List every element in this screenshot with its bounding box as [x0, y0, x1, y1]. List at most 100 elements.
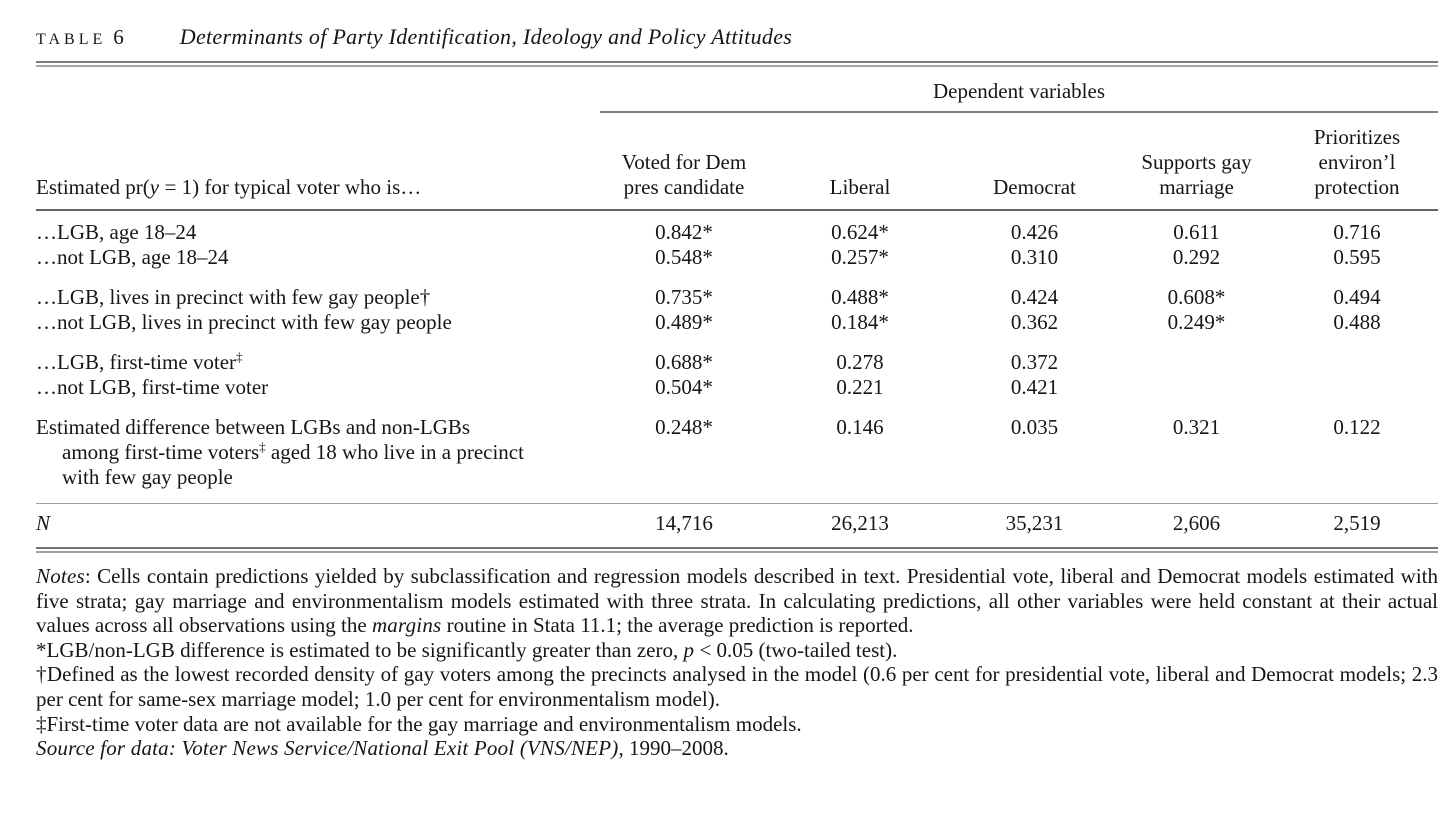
cell-value: 0.372	[1010, 350, 1059, 374]
text-segment: margins	[371, 613, 442, 638]
spanner-row: Dependent variables	[36, 67, 1438, 113]
text-segment: …LGB, age 18–24	[36, 220, 197, 244]
text-segment: Notes	[36, 564, 85, 588]
table-row: …LGB, first-time voter‡ 0.688* 0.278 0.372	[36, 350, 1438, 375]
cell-value: 0.321	[1172, 415, 1221, 439]
cell-value: 0.310	[1010, 245, 1059, 269]
n-cell-value: 2,606	[1172, 511, 1221, 535]
column-header: Liberal	[829, 175, 891, 199]
column-header: Supports gay marriage	[1141, 150, 1252, 199]
cell-value: 0.249*	[1167, 310, 1226, 334]
cell-value: 0.146	[836, 415, 884, 439]
table-caption: TABLE 6 Determinants of Party Identifica…	[36, 24, 1438, 50]
text-segment: …LGB, first-time voter	[36, 350, 237, 374]
table-number: 6	[113, 25, 124, 49]
cell-value: 0.611	[1173, 220, 1220, 244]
cell-value: 0.488*	[831, 285, 889, 309]
cell-value: 0.595	[1333, 245, 1381, 269]
text-segment: …not LGB, first-time voter	[36, 375, 269, 399]
text-segment: , 1990–2008.	[618, 736, 729, 761]
cell-value: 0.221	[836, 375, 884, 399]
text-segment: y	[149, 175, 160, 199]
table-row: …LGB, age 18–24 0.842* 0.624* 0.426 0.611 0.7…	[36, 220, 1438, 245]
n-cell-value: 14,716	[655, 511, 713, 535]
title-separator-rule	[36, 61, 1438, 67]
cell-value: 0.608*	[1167, 285, 1226, 309]
cell-value: 0.257*	[831, 245, 889, 269]
text-segment: : Cells contain predictions yielded by s…	[36, 564, 1438, 638]
note-paragraph: *LGB/non-LGB difference is estimated to …	[36, 638, 1438, 663]
table-row: …not LGB, lives in precinct with few gay…	[36, 310, 1438, 335]
cell-value: 0.548*	[655, 245, 713, 269]
text-segment: Estimated difference between LGBs and no…	[36, 415, 471, 464]
row-label: …LGB, lives in precinct with few gay peo…	[36, 285, 600, 310]
text-segment: ‡First-time voter data are not available…	[36, 711, 802, 736]
cell-value: 0.421	[1010, 375, 1059, 399]
text-segment: …not LGB, lives in precinct with few gay…	[36, 310, 452, 334]
column-header: Voted for Dem pres candidate	[621, 150, 747, 199]
column-header: Prioritizes environ’l protection	[1313, 125, 1401, 199]
cell-value: 0.362	[1010, 310, 1059, 334]
cell-value: 0.122	[1333, 415, 1381, 439]
cell-value: 0.489*	[655, 310, 713, 334]
text-segment: aged 18 who live in a precinct with few …	[62, 440, 524, 489]
table-row: Estimated difference between LGBs and no…	[36, 415, 1438, 490]
n-row-label: N	[36, 511, 600, 536]
text-segment: < 0.05 (two-tailed test).	[694, 637, 898, 662]
note-paragraph: †Defined as the lowest recorded density …	[36, 662, 1438, 711]
table-row: …LGB, lives in precinct with few gay peo…	[36, 285, 1438, 310]
cell-value: 0.488	[1333, 310, 1381, 334]
row-label: …not LGB, lives in precinct with few gay…	[36, 310, 600, 335]
note-paragraph: Notes: Cells contain predictions yielded…	[36, 564, 1438, 638]
table-row: …not LGB, age 18–24 0.548* 0.257* 0.310 0.29…	[36, 245, 1438, 270]
cell-value: 0.424	[1010, 285, 1059, 309]
cell-value: 0.278	[836, 350, 884, 374]
table-row: …not LGB, first-time voter 0.504* 0.221 0.4…	[36, 375, 1438, 400]
text-segment: *LGB/non-LGB difference is estimated to …	[36, 637, 684, 662]
text-segment: …LGB, lives in precinct with few gay peo…	[36, 285, 431, 309]
cell-value: 0.292	[1172, 245, 1221, 269]
text-segment: = 1) for typical voter who is…	[159, 175, 422, 199]
column-header-row: Estimated pr(y = 1) for typical voter wh…	[36, 113, 1438, 211]
n-cell-value: 35,231	[1005, 511, 1064, 535]
n-cell-value: 2,519	[1333, 511, 1381, 535]
cell-value: 0.035	[1010, 415, 1059, 439]
n-cell-value: 26,213	[831, 511, 889, 535]
text-segment: Source for data: Voter News Service/Nati…	[36, 736, 619, 761]
text-segment: …not LGB, age 18–24	[36, 245, 229, 269]
cell-value: 0.184*	[831, 310, 889, 334]
note-paragraph: ‡First-time voter data are not available…	[36, 712, 1438, 737]
text-segment: Estimated pr(	[36, 175, 150, 199]
cell-value: 0.735*	[655, 285, 713, 309]
text-segment: N	[36, 511, 51, 535]
table-label: TABLE	[36, 31, 107, 48]
table-bottom-rule	[36, 547, 1438, 553]
n-row: N 14,716 26,213 35,231 2,606 2,519	[36, 503, 1438, 547]
table-notes: Notes: Cells contain predictions yielded…	[36, 564, 1438, 761]
text-segment: routine in Stata 11.1; the average predi…	[441, 613, 914, 638]
row-label: …not LGB, first-time voter	[36, 375, 600, 400]
cell-value: 0.624*	[831, 220, 889, 244]
footnote-marker: ‡	[236, 349, 243, 364]
footnote-marker: ‡	[259, 439, 266, 454]
cell-value: 0.688*	[655, 350, 713, 374]
row-label: Estimated difference between LGBs and no…	[36, 415, 600, 490]
cell-value: 0.842*	[655, 220, 713, 244]
row-label: …not LGB, age 18–24	[36, 245, 600, 270]
dependent-variables-spanner: Dependent variables	[600, 67, 1438, 113]
table-body: …LGB, age 18–24 0.842* 0.624* 0.426 0.611 0.7…	[36, 211, 1438, 503]
cell-value: 0.426	[1010, 220, 1059, 244]
text-segment: p	[683, 637, 695, 662]
cell-value: 0.504*	[655, 375, 713, 399]
row-label: …LGB, first-time voter‡	[36, 350, 600, 375]
cell-value: 0.716	[1333, 220, 1381, 244]
stub-header: Estimated pr(y = 1) for typical voter wh…	[36, 175, 600, 200]
cell-value: 0.494	[1333, 285, 1381, 309]
paper-table-page: TABLE 6 Determinants of Party Identifica…	[36, 24, 1438, 761]
text-segment: †Defined as the lowest recorded density …	[36, 662, 1438, 711]
column-header: Democrat	[993, 175, 1076, 199]
table-title: Determinants of Party Identification, Id…	[179, 24, 793, 49]
row-label: …LGB, age 18–24	[36, 220, 600, 245]
cell-value: 0.248*	[655, 415, 713, 439]
note-paragraph: Source for data: Voter News Service/Nati…	[36, 736, 1438, 761]
